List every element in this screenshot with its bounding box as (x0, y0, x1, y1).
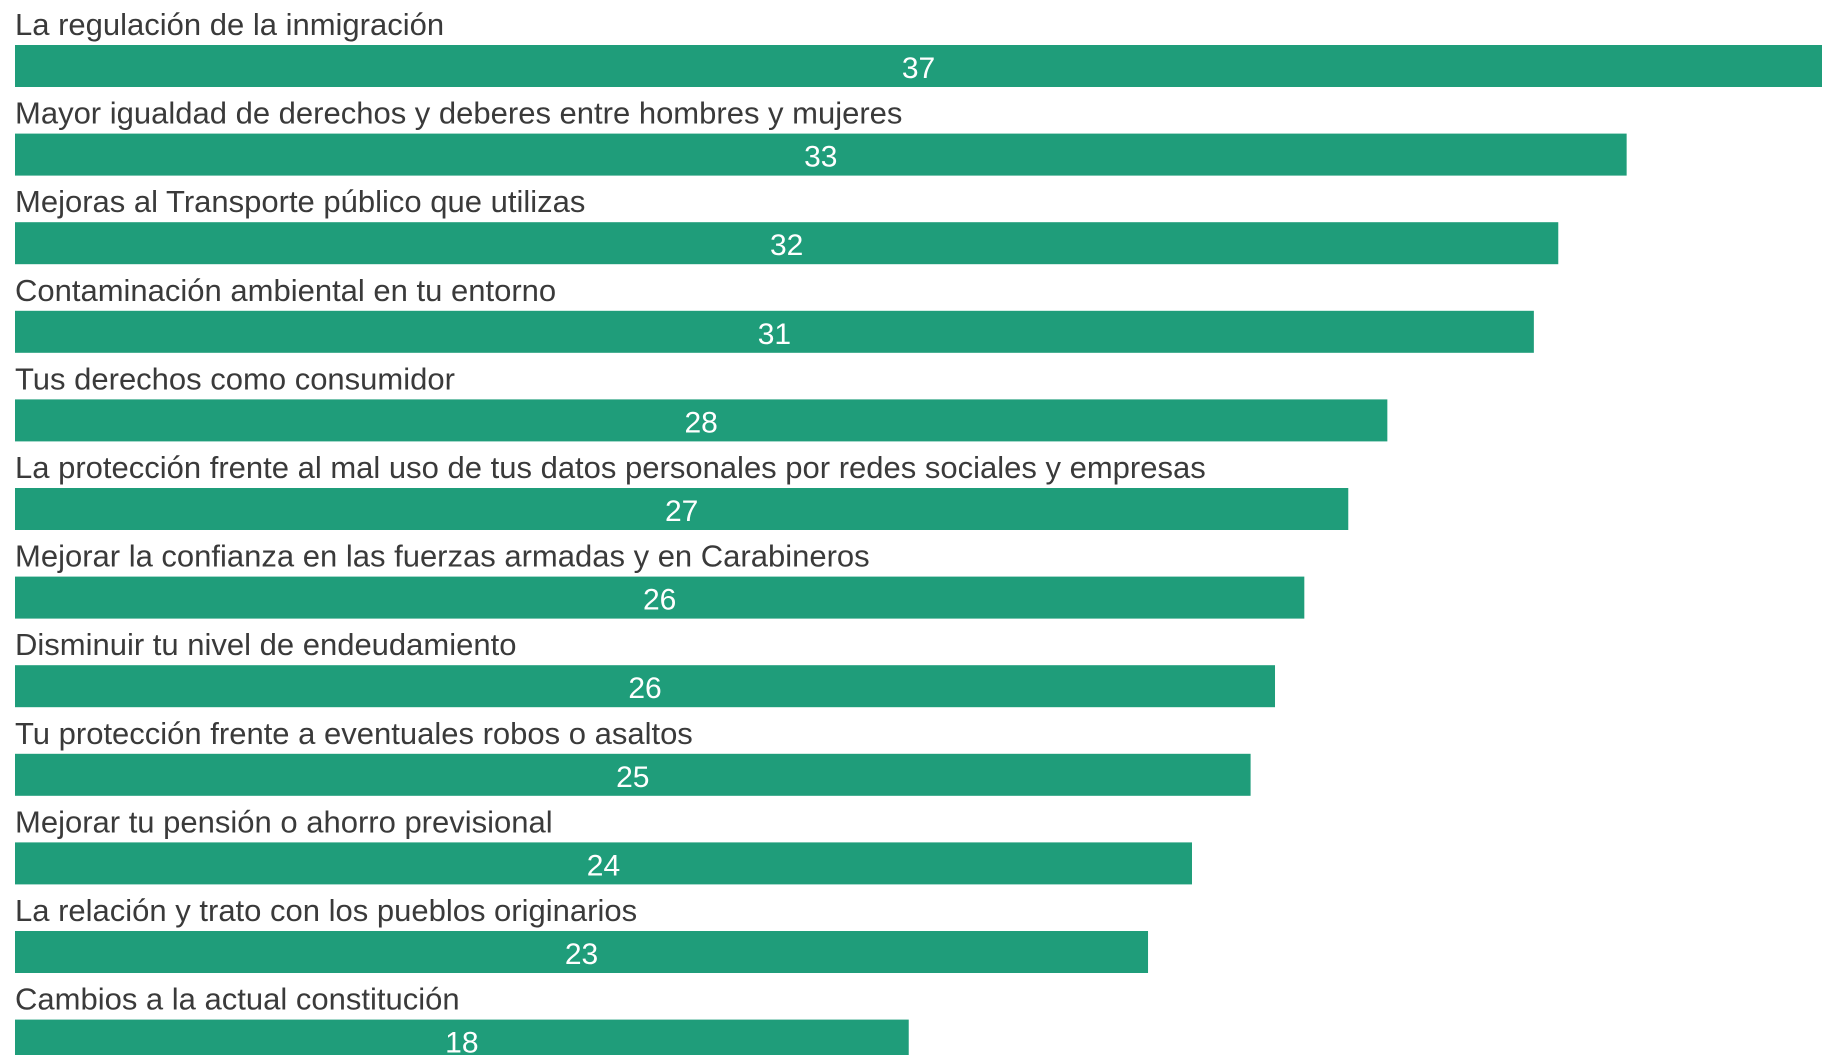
category-label: Cambios a la actual constitución (15, 982, 460, 1017)
category-label: Mayor igualdad de derechos y deberes ent… (15, 96, 902, 131)
data-label: 32 (770, 229, 803, 262)
data-label: 37 (902, 52, 935, 85)
data-label: 26 (643, 584, 676, 617)
bar (15, 665, 1276, 708)
data-label: 28 (684, 406, 717, 439)
bar (15, 753, 1251, 796)
data-label: 31 (758, 318, 791, 351)
category-label: Disminuir tu nivel de endeudamiento (15, 627, 516, 662)
data-label: 27 (665, 495, 698, 528)
category-label: Mejorar la confianza en las fuerzas arma… (15, 539, 870, 574)
category-label: Contaminación ambiental en tu entorno (15, 273, 556, 308)
bar (15, 576, 1305, 619)
category-label: La protección frente al mal uso de tus d… (15, 450, 1206, 485)
data-label: 25 (616, 761, 649, 794)
category-label: La regulación de la inmigración (15, 7, 444, 42)
data-label: 33 (804, 141, 837, 174)
data-label: 24 (587, 849, 620, 882)
category-label: La relación y trato con los pueblos orig… (15, 893, 637, 928)
data-label: 18 (445, 1027, 478, 1055)
category-label: Mejorar tu pensión o ahorro previsional (15, 804, 553, 839)
bar (15, 931, 1149, 973)
bar (15, 222, 1559, 265)
bar (15, 399, 1388, 442)
bar (15, 45, 1822, 87)
bar (15, 488, 1349, 530)
data-label: 23 (565, 938, 598, 971)
category-label: Mejoras al Transporte público que utiliz… (15, 184, 585, 219)
data-label: 26 (628, 672, 661, 705)
bar (15, 1019, 909, 1055)
bar (15, 842, 1192, 885)
category-label: Tus derechos como consumidor (15, 361, 455, 396)
category-label: Tu protección frente a eventuales robos … (15, 716, 693, 751)
bar (15, 133, 1627, 176)
bar (15, 310, 1534, 353)
